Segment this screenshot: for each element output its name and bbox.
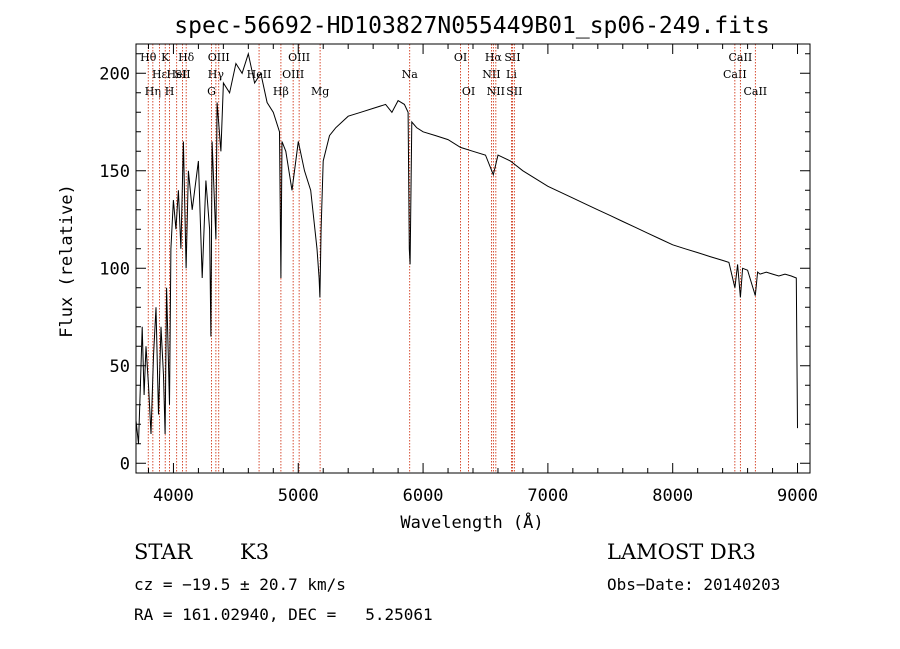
line-marker-label: SII — [504, 51, 520, 64]
line-marker-label: CaII — [729, 51, 753, 64]
line-marker-label: Li — [506, 68, 517, 81]
x-tick-label: 9000 — [777, 486, 818, 506]
line-marker-label: Hδ — [178, 51, 195, 64]
y-tick-label: 200 — [99, 64, 130, 84]
line-marker-label: Hα — [485, 51, 503, 64]
line-marker-label: Hθ — [140, 51, 157, 64]
line-marker-label: OIII — [288, 51, 310, 64]
x-tick-label: 4000 — [153, 486, 194, 506]
line-marker-label: Hη — [145, 85, 161, 98]
object-subclass: K3 — [240, 540, 269, 564]
line-marker-label: OIII — [208, 51, 230, 64]
coordinates: RA = 161.02940, DEC = 5.25061 — [134, 605, 433, 624]
line-marker-label: HeII — [247, 68, 272, 81]
redshift-info: cz = −19.5 ± 20.7 km/s — [134, 575, 346, 594]
line-marker-label: Mg — [311, 85, 329, 98]
object-class: STAR — [134, 540, 193, 564]
y-tick-label: 150 — [99, 162, 130, 182]
x-tick-label: 6000 — [403, 486, 444, 506]
x-tick-label: 5000 — [278, 486, 319, 506]
spectral-line-markers: HθHηHεKHHeISIIHδGHγOIIIHeIIHβOIIIOIIIMgN… — [140, 44, 767, 473]
x-tick-label: 7000 — [527, 486, 568, 506]
y-tick-label: 100 — [99, 259, 130, 279]
spectrum-line — [135, 51, 798, 444]
x-axis-label: Wavelength (Å) — [400, 511, 543, 533]
line-marker-label: NII — [487, 85, 505, 98]
line-marker-label: K — [161, 51, 170, 64]
y-tick-label: 0 — [120, 454, 130, 474]
line-marker-label: Hε — [152, 68, 168, 81]
line-marker-label: CaII — [723, 68, 747, 81]
line-marker-label: OIII — [282, 68, 304, 81]
line-marker-label: SII — [174, 68, 190, 81]
x-tick-label: 8000 — [652, 486, 693, 506]
line-marker-label: Na — [402, 68, 419, 81]
line-marker-label: CaII — [743, 85, 767, 98]
line-marker-label: G — [207, 85, 216, 98]
x-axis-ticks: 4000 5000 6000 7000 8000 9000 — [147, 44, 818, 506]
chart-title: spec-56692-HD103827N055449B01_sp06-249.f… — [174, 13, 769, 39]
line-marker-label: SII — [506, 85, 522, 98]
line-marker-label: Hβ — [273, 85, 289, 98]
line-marker-label: OI — [462, 85, 475, 98]
line-marker-label: OI — [454, 51, 467, 64]
y-tick-label: 50 — [110, 357, 130, 377]
survey-name: LAMOST DR3 — [607, 540, 756, 564]
plot-frame — [135, 43, 811, 474]
line-marker-label: Hγ — [208, 68, 225, 81]
line-marker-label: NII — [482, 68, 500, 81]
line-marker-label: H — [165, 85, 175, 98]
y-axis-label: Flux (relative) — [57, 184, 77, 338]
observation-date: Obs−Date: 20140203 — [607, 575, 780, 594]
line-marker-label: HeI — [166, 68, 186, 81]
y-axis-ticks: 0 50 100 150 200 — [99, 53, 810, 474]
